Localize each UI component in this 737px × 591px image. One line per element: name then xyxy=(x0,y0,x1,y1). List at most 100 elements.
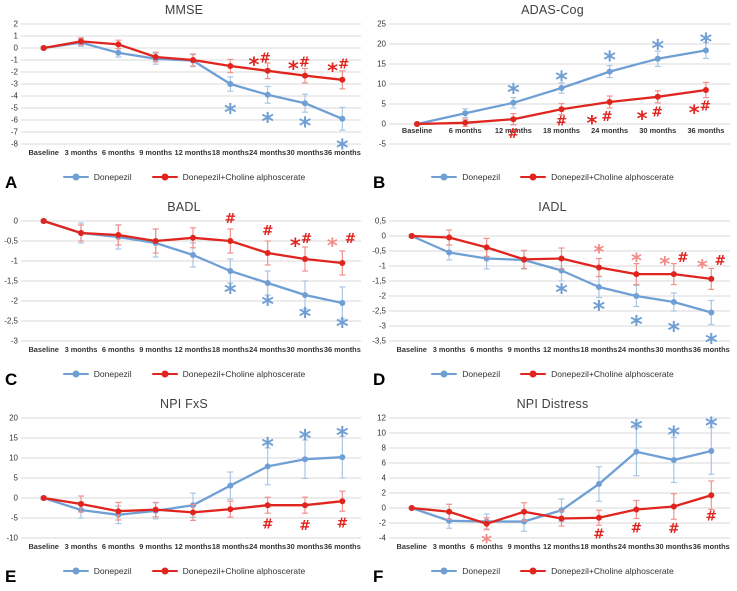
svg-text:-8: -8 xyxy=(11,140,19,149)
svg-text:*: * xyxy=(700,28,713,56)
svg-text:-2: -2 xyxy=(379,292,387,301)
legend-item-combo: Donepezil+Choline alphoscerate xyxy=(151,566,306,576)
svg-text:#: # xyxy=(601,109,612,125)
svg-text:30 months: 30 months xyxy=(287,148,324,157)
svg-text:*: * xyxy=(630,310,643,338)
legend-line-icon-red xyxy=(151,370,178,378)
legend-line-icon-red xyxy=(151,173,178,181)
svg-text:#: # xyxy=(631,520,642,536)
svg-text:-2,5: -2,5 xyxy=(372,307,386,316)
chart-adascog: 25 20 15 10 5 0 -5 Baseline 6 months 12 months 18 … xyxy=(377,20,730,149)
legend-label: Donepezil+Choline alphoscerate xyxy=(182,566,306,576)
svg-text:24 months: 24 months xyxy=(249,345,286,354)
svg-text:9 months: 9 months xyxy=(139,542,172,551)
svg-text:-3: -3 xyxy=(11,80,19,89)
svg-text:9 months: 9 months xyxy=(508,542,541,551)
svg-text:#: # xyxy=(556,114,567,130)
svg-text:Baseline: Baseline xyxy=(28,148,58,157)
svg-text:*: * xyxy=(327,233,338,257)
svg-text:36 months: 36 months xyxy=(693,542,730,551)
svg-text:15: 15 xyxy=(377,60,386,69)
svg-text:#: # xyxy=(299,54,310,70)
legend-item-donepezil: Donepezil xyxy=(431,172,500,182)
svg-text:*: * xyxy=(631,248,642,272)
svg-text:-0,5: -0,5 xyxy=(372,247,386,256)
svg-text:#: # xyxy=(677,250,688,266)
svg-text:#: # xyxy=(262,516,273,532)
panel-npi-fxs: NPI FxS 20 15 10 5 0 -5 -10 Baseline 3 months 6 m… xyxy=(0,394,368,591)
svg-text:*: * xyxy=(299,425,312,453)
svg-text:*: * xyxy=(336,312,349,340)
svg-text:-5: -5 xyxy=(11,104,19,113)
legend-line-icon-blue xyxy=(62,370,89,378)
svg-text:12 months: 12 months xyxy=(175,148,212,157)
legend-line-icon-blue xyxy=(431,370,458,378)
svg-text:#: # xyxy=(345,231,356,247)
svg-text:*: * xyxy=(587,111,598,135)
panel-mmse: MMSE 2 1 0 -1 -2 -3 -4 -5 -6 -7 -8 Baseline 3 months… xyxy=(0,0,368,197)
svg-text:*: * xyxy=(555,278,568,306)
svg-text:*: * xyxy=(261,107,274,135)
svg-text:4: 4 xyxy=(382,474,387,483)
legend-item-combo: Donepezil+Choline alphoscerate xyxy=(520,369,674,379)
svg-text:24 months: 24 months xyxy=(249,148,286,157)
legend-line-icon-red xyxy=(520,173,547,181)
svg-text:*: * xyxy=(299,112,312,140)
svg-text:*: * xyxy=(637,107,648,131)
svg-text:*: * xyxy=(336,421,349,449)
svg-text:Baseline: Baseline xyxy=(28,345,58,354)
svg-text:18 months: 18 months xyxy=(580,542,617,551)
svg-text:*: * xyxy=(593,240,604,264)
panel-footer: C Donepezil Donepezil+Choline alphoscera… xyxy=(0,367,368,393)
svg-text:6 months: 6 months xyxy=(102,148,135,157)
legend-line-icon-blue xyxy=(431,567,458,575)
svg-text:-5: -5 xyxy=(379,140,387,149)
svg-text:0,5: 0,5 xyxy=(375,217,387,226)
svg-text:8: 8 xyxy=(382,444,387,453)
svg-text:6 months: 6 months xyxy=(102,542,135,551)
svg-text:*: * xyxy=(261,433,274,461)
chart-badl: 0 -0,5 -1 -1,5 -2 -2,5 -3 Baseline 3 months 6 mon… xyxy=(4,211,361,354)
legend-item-donepezil: Donepezil xyxy=(431,566,500,576)
svg-text:*: * xyxy=(689,101,700,125)
panel-letter: C xyxy=(5,370,18,389)
svg-text:*: * xyxy=(668,316,681,344)
svg-text:9 months: 9 months xyxy=(139,345,172,354)
chart-title-badl: BADL xyxy=(167,200,201,214)
panel-letter: E xyxy=(5,567,17,586)
svg-text:*: * xyxy=(668,421,681,449)
svg-text:#: # xyxy=(301,231,312,247)
svg-text:-2: -2 xyxy=(11,297,19,306)
svg-text:12 months: 12 months xyxy=(175,542,212,551)
svg-text:*: * xyxy=(224,278,237,306)
svg-text:18 months: 18 months xyxy=(212,148,249,157)
svg-text:24 months: 24 months xyxy=(591,126,628,135)
svg-text:#: # xyxy=(262,223,273,239)
svg-text:#: # xyxy=(259,50,270,66)
chart-title-npi-distress: NPI Distress xyxy=(516,397,589,411)
panel-letter: D xyxy=(373,370,386,389)
chart-title-mmse: MMSE xyxy=(164,3,204,17)
panel-letter: F xyxy=(373,567,384,586)
svg-text:6 months: 6 months xyxy=(102,345,135,354)
chart-mmse: 2 1 0 -1 -2 -3 -4 -5 -6 -7 -8 Baseline 3 months 6 mon… xyxy=(11,20,361,162)
svg-text:Baseline: Baseline xyxy=(397,542,427,551)
svg-text:*: * xyxy=(630,414,643,442)
legend-item-donepezil: Donepezil xyxy=(62,369,132,379)
panel-badl: BADL 0 -0,5 -1 -1,5 -2 -2,5 -3 Baseline 3 months… xyxy=(0,197,368,394)
svg-text:36 months: 36 months xyxy=(324,148,361,157)
svg-text:5: 5 xyxy=(14,474,19,483)
svg-text:6 months: 6 months xyxy=(470,542,503,551)
svg-text:#: # xyxy=(299,518,310,534)
svg-text:20: 20 xyxy=(377,40,386,49)
legend-label: Donepezil xyxy=(93,566,132,576)
legend-item-donepezil: Donepezil xyxy=(431,369,500,379)
svg-text:0: 0 xyxy=(14,44,19,53)
svg-text:18 months: 18 months xyxy=(580,345,617,354)
legend-item-donepezil: Donepezil xyxy=(62,566,132,576)
chart-iadl: 0,5 0 -0,5 -1 -1,5 -2 -2,5 -3 -3,5 Baseline 3 mont… xyxy=(372,217,730,356)
svg-text:12 months: 12 months xyxy=(495,126,532,135)
svg-text:30 months: 30 months xyxy=(639,126,676,135)
svg-text:3 months: 3 months xyxy=(433,345,466,354)
panel-footer: D Donepezil Donepezil+Choline alphoscera… xyxy=(368,367,737,393)
